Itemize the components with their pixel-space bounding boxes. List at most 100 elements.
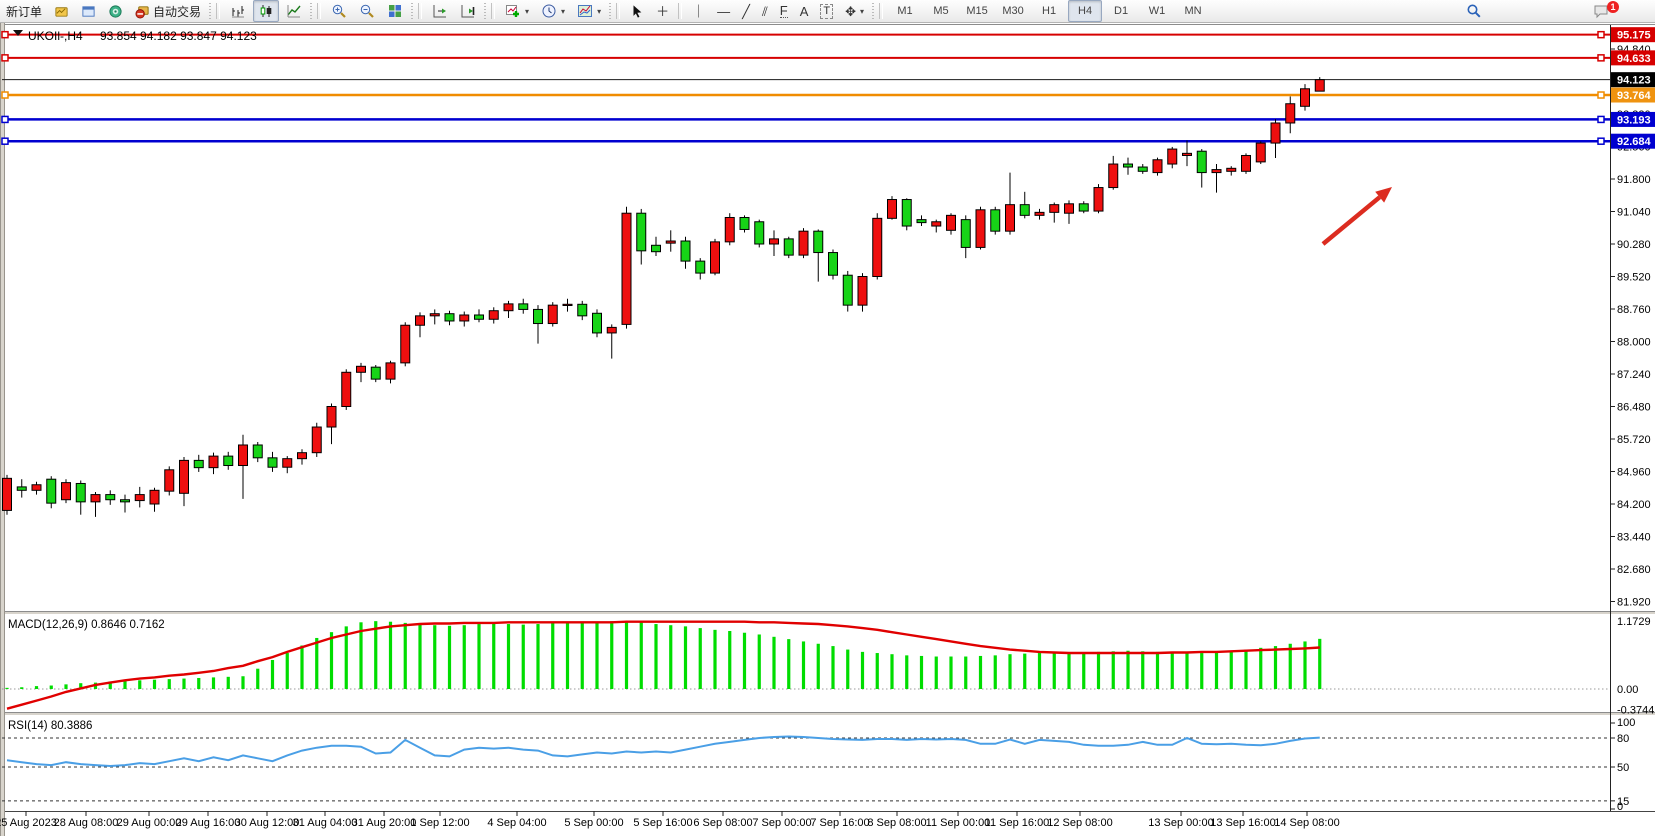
candle-body — [1093, 187, 1104, 212]
candle-body — [518, 303, 529, 310]
candle-body — [710, 241, 720, 274]
date-label: 11 Sep 16:00 — [985, 817, 1050, 829]
periods-caret-icon: ▾ — [561, 6, 566, 16]
templates-button[interactable]: ▾ — [572, 0, 606, 22]
macd-bar — [433, 625, 437, 689]
auto-scroll-button[interactable] — [427, 0, 453, 22]
trendline-tool-button[interactable]: ╱ — [737, 0, 755, 22]
svg-text:81.920: 81.920 — [1617, 596, 1651, 608]
trend-arrow-annotation[interactable] — [1321, 187, 1392, 246]
timeframe-m15[interactable]: M15 — [966, 5, 988, 17]
indicators-button[interactable]: ▾ — [500, 0, 534, 22]
candle-body — [341, 371, 352, 407]
profile-chart-button[interactable] — [49, 0, 74, 22]
macd-bar — [241, 676, 245, 689]
svg-text:100: 100 — [1617, 717, 1635, 729]
line-handle — [1, 54, 9, 62]
market-watch-button[interactable] — [76, 0, 101, 22]
level-price-label — [1611, 27, 1655, 43]
candle-body — [1211, 169, 1222, 174]
autotrade-button[interactable]: 自动交易 — [130, 0, 206, 22]
fibonacci-tool-button[interactable]: F — [775, 0, 793, 22]
date-label: 12 Sep 08:00 — [1047, 817, 1112, 829]
timeframe-w1[interactable]: W1 — [1148, 5, 1166, 17]
date-label: 5 Sep 00:00 — [564, 817, 623, 829]
navigator-button[interactable] — [103, 0, 128, 22]
timeframe-d1[interactable]: D1 — [1114, 5, 1129, 17]
candle-body — [134, 494, 145, 502]
fibonacci-icon: F — [779, 3, 788, 18]
chart-window[interactable]: 94.84094.08093.32092.56091.80091.04090.2… — [0, 23, 1655, 836]
svg-text:83.440: 83.440 — [1617, 531, 1651, 543]
timeframe-m30[interactable]: M30 — [1002, 5, 1024, 17]
macd-bar — [1008, 654, 1012, 689]
macd-pane — [5, 620, 1322, 710]
macd-bar — [1318, 638, 1322, 689]
autotrade-icon — [135, 5, 149, 19]
zoom-out-icon — [360, 4, 374, 18]
macd-bar — [1067, 653, 1071, 689]
zoom-in-button[interactable] — [326, 0, 352, 22]
line-handle — [1597, 30, 1605, 39]
candle-body — [208, 455, 219, 469]
candle-body — [562, 303, 573, 306]
toolbar-grip — [609, 3, 612, 19]
macd-bar — [152, 679, 157, 689]
pane-borders — [0, 23, 1655, 836]
candle-body — [356, 365, 366, 373]
macd-bar — [669, 625, 673, 689]
macd-bar — [595, 621, 599, 689]
price-lines[interactable] — [1, 30, 1610, 145]
zoom-out-button[interactable] — [354, 0, 380, 22]
candle-body — [828, 252, 838, 276]
svg-text:93.764: 93.764 — [1617, 90, 1652, 102]
macd-bar — [418, 624, 422, 689]
candle-body — [1152, 159, 1163, 174]
candle-body — [503, 303, 514, 312]
rsi-line — [6, 735, 1320, 768]
candle-body — [474, 314, 484, 320]
macd-bar — [388, 621, 393, 689]
date-label: 30 Aug 12:00 — [235, 817, 300, 829]
macd-bar — [639, 622, 643, 689]
periods-button[interactable]: ▾ — [536, 0, 570, 22]
crosshair-tool-button[interactable]: ＋ — [651, 0, 674, 22]
notifications-button[interactable]: 1 — [1588, 0, 1619, 22]
new-order-button[interactable]: 新订单 — [1, 0, 47, 22]
candle-body — [326, 405, 337, 428]
vertical-line-tool-button[interactable]: ｜ — [687, 0, 710, 22]
line-chart-button[interactable] — [281, 0, 307, 22]
cursor-tool-button[interactable] — [625, 0, 649, 22]
tile-windows-button[interactable] — [382, 0, 408, 22]
autotrade-label: 自动交易 — [153, 4, 202, 19]
timeframe-h1[interactable]: H1 — [1042, 5, 1057, 17]
candle-body — [415, 315, 425, 326]
svg-text:88.760: 88.760 — [1617, 304, 1651, 316]
candle-body — [783, 238, 794, 256]
macd-bar — [1200, 653, 1204, 689]
macd-bar — [1229, 651, 1233, 689]
channel-tool-button[interactable]: ⫽ — [757, 0, 773, 22]
timeframe-group: M1 M5 M15 M30 H1 H4 D1 W1 MN — [887, 0, 1211, 22]
macd-bar — [713, 629, 717, 689]
toolbar-separator — [418, 3, 423, 19]
search-button[interactable] — [1461, 0, 1487, 22]
timeframe-m1[interactable]: M1 — [897, 5, 913, 17]
horizontal-line-tool-button[interactable]: — — [712, 0, 735, 22]
timeframe-m5[interactable]: M5 — [933, 5, 949, 17]
text-label-tool-button[interactable]: T — [815, 0, 838, 22]
timeframe-h4[interactable]: H4 — [1068, 0, 1103, 22]
chart-shift-button[interactable] — [455, 0, 481, 22]
price-axis[interactable]: 94.84094.08093.32092.56091.80091.04090.2… — [1610, 44, 1651, 608]
bar-chart-button[interactable] — [225, 0, 251, 22]
macd-bar — [1052, 653, 1056, 689]
arrows-tool-button[interactable]: ✥ ▾ — [840, 0, 869, 22]
templates-caret-icon: ▾ — [597, 6, 602, 16]
timeframe-mn[interactable]: MN — [1184, 5, 1202, 17]
candle-body — [975, 209, 986, 248]
candle-body — [120, 499, 130, 503]
candlestick-chart-button[interactable] — [253, 0, 280, 22]
candle-body — [636, 212, 647, 252]
text-tool-button[interactable]: A — [795, 0, 814, 22]
